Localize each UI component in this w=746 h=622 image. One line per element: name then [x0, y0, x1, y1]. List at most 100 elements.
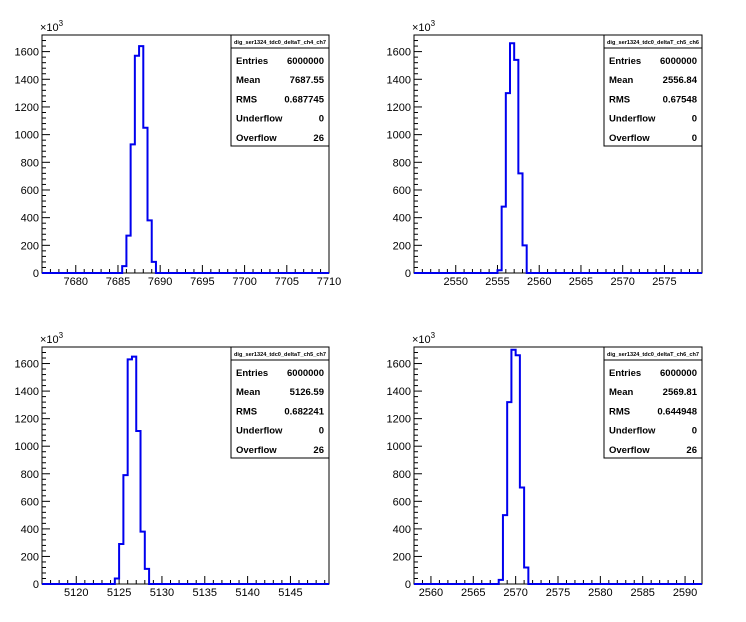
y-tick-label: 1400	[387, 74, 411, 86]
y-exponent-label: ×103	[412, 331, 436, 346]
y-exponent-power: 3	[431, 19, 436, 28]
histogram-bin	[514, 60, 518, 273]
y-tick-label: 400	[21, 213, 39, 225]
histogram-pad-ch4-ch7: 7680 7685 7690 7695 7700 7705 7710 0 200 400 600 80…	[15, 19, 342, 288]
x-tick-label: 7700	[232, 276, 256, 288]
x-tick-label: 5145	[278, 587, 302, 599]
x-tick-label: 2570	[610, 276, 634, 288]
x-tick-label: 5125	[107, 587, 131, 599]
x-tick-label: 2550	[443, 276, 467, 288]
stats-title: dig_ser1324_tdc0_deltaT_ch5_ch7	[234, 352, 326, 358]
stats-row-label: RMS	[236, 94, 257, 105]
histogram-bin	[122, 266, 126, 273]
stats-row-value: 0.67548	[663, 94, 697, 105]
stats-title: dig_ser1324_tdc0_deltaT_ch4_ch7	[234, 40, 326, 46]
histogram-bin	[139, 46, 143, 273]
histogram-bin	[520, 488, 524, 584]
y-tick-label: 600	[393, 496, 411, 508]
x-tick-label: 7690	[148, 276, 172, 288]
histogram-outline	[42, 355, 329, 585]
x-tick-label: 2555	[485, 276, 509, 288]
histogram-bin	[524, 567, 528, 584]
histogram-pad-ch5-ch7: 5120 5125 5130 5135 5140 5145 0 200 400 600 800 100…	[15, 331, 330, 599]
stats-row-label: Mean	[236, 387, 260, 398]
y-tick-label: 600	[21, 496, 39, 508]
stats-row-label: Underflow	[236, 114, 283, 125]
stats-box: dig_ser1324_tdc0_deltaT_ch6_ch7 Entries 60…	[603, 346, 703, 459]
y-exponent-base: ×10	[40, 22, 59, 34]
histogram-bin	[506, 93, 510, 273]
stats-row-label: RMS	[609, 94, 630, 105]
stats-row-value: 0.682241	[284, 406, 324, 417]
x-tick-label: 2560	[527, 276, 551, 288]
x-tick-label: 7695	[190, 276, 214, 288]
x-tick-label: 2570	[503, 587, 527, 599]
x-tick-label: 7685	[106, 276, 130, 288]
stats-row-value: 0	[319, 114, 324, 125]
histogram-outline	[414, 348, 702, 585]
histogram-bin	[136, 431, 140, 584]
histogram-bin	[511, 350, 515, 584]
x-tick-label: 2560	[419, 587, 443, 599]
histogram-bin	[128, 359, 132, 584]
y-tick-label: 1600	[387, 47, 411, 59]
histogram-bin	[523, 245, 527, 273]
stats-row-value: 5126.59	[290, 387, 324, 398]
histogram-bin	[143, 128, 147, 273]
y-tick-label: 0	[405, 579, 411, 591]
stats-row-label: RMS	[236, 406, 257, 417]
stats-box-frame	[603, 34, 703, 147]
stats-box-frame	[230, 346, 330, 459]
y-tick-label: 1000	[15, 130, 39, 142]
stats-row-value: 0.644948	[657, 406, 697, 417]
y-exponent-label: ×103	[40, 19, 64, 34]
histogram-bin	[510, 43, 514, 273]
histogram-outline	[42, 45, 329, 274]
y-exponent-label: ×103	[412, 19, 436, 34]
stats-row-value: 7687.55	[290, 75, 325, 86]
y-exponent-power: 3	[59, 19, 64, 28]
stats-box: dig_ser1324_tdc0_deltaT_ch5_ch7 Entries 60…	[230, 346, 330, 459]
y-tick-label: 1400	[15, 386, 39, 398]
stats-row-value: 0	[319, 426, 324, 437]
x-tick-label: 2565	[569, 276, 593, 288]
y-exponent-base: ×10	[412, 22, 431, 34]
y-tick-label: 1400	[387, 386, 411, 398]
y-tick-label: 1200	[15, 414, 39, 426]
y-exponent-base: ×10	[40, 334, 59, 346]
histogram-bin	[499, 580, 503, 584]
y-tick-label: 600	[393, 185, 411, 197]
x-tick-label: 5135	[193, 587, 217, 599]
stats-row-label: Mean	[609, 387, 633, 398]
stats-row-value: 2556.84	[663, 75, 698, 86]
histogram-bin	[518, 173, 522, 273]
stats-row-value: 26	[686, 445, 697, 456]
stats-row-value: 0	[692, 133, 697, 144]
stats-box-frame	[230, 34, 330, 147]
histogram-bin	[132, 357, 136, 584]
stats-row-label: Overflow	[236, 445, 277, 456]
y-tick-label: 400	[21, 524, 39, 536]
y-tick-label: 1600	[387, 359, 411, 371]
stats-row-value: 2569.81	[663, 387, 698, 398]
y-tick-label: 1000	[15, 441, 39, 453]
y-tick-label: 800	[393, 157, 411, 169]
y-tick-label: 600	[21, 185, 39, 197]
x-tick-label: 2585	[630, 587, 654, 599]
x-tick-label: 2565	[461, 587, 485, 599]
histogram-pad-ch6-ch7: 2560 2565 2570 2575 2580 2585 2590 0 200 400 600 80…	[387, 331, 703, 599]
stats-row-label: Underflow	[609, 426, 656, 437]
y-tick-label: 0	[33, 268, 39, 280]
stats-box: dig_ser1324_tdc0_deltaT_ch4_ch7 Entries 60…	[230, 34, 330, 147]
histogram-bin	[131, 144, 135, 273]
histogram-bin	[123, 475, 127, 584]
stats-row-value: 6000000	[287, 368, 324, 379]
stats-row-value: 0	[692, 426, 697, 437]
stats-box-frame	[603, 346, 703, 459]
y-tick-label: 200	[393, 240, 411, 252]
histogram-bin	[119, 544, 123, 584]
histogram-bin	[148, 220, 152, 273]
histogram-bin	[502, 207, 506, 273]
y-exponent-power: 3	[431, 331, 436, 340]
stats-row-label: Entries	[609, 368, 641, 379]
